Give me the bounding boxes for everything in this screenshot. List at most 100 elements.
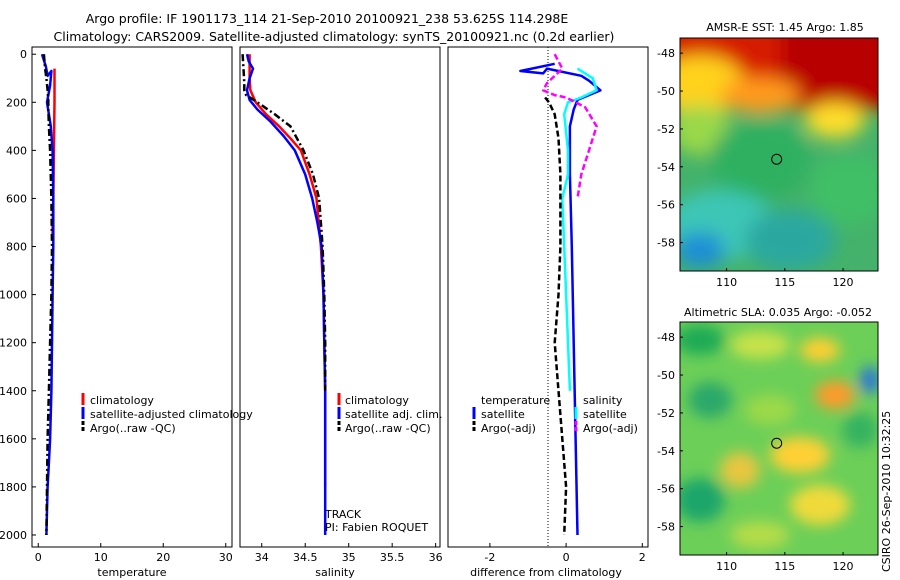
difference-series (519, 53, 602, 536)
salinity-xtick-label: 35 (342, 551, 356, 564)
difference-series-line (519, 62, 602, 536)
temperature-ytick-label: 1600 (0, 433, 27, 446)
sst-ytick-label: -48 (657, 47, 675, 60)
difference-panel: -2 0 2 difference from climatology tempera… (447, 46, 649, 579)
salinity-xtick-label: 34 (255, 551, 269, 564)
sst-xtick-labels: 110 115 120 (716, 268, 854, 289)
sst-heatmap (680, 38, 878, 271)
salinity-series-line (248, 54, 327, 487)
salinity-xtick-labels: 34 34.5 35 35.5 36 (255, 543, 443, 564)
difference-xlabel: difference from climatology (470, 566, 622, 579)
legend-label-climatology: climatology (90, 394, 154, 407)
temperature-xtick-labels: 0 10 20 30 (35, 543, 233, 564)
temperature-panel: 0 200 400 600 800 1000 1200 1400 1600 1800 2000 0 1… (0, 46, 253, 579)
sst-ytick-label: -50 (657, 85, 675, 98)
sst-ytick-label: -54 (657, 161, 675, 174)
sst-ytick-label: -58 (657, 237, 675, 250)
sla-xtick-labels: 110 115 120 (716, 552, 854, 573)
difference-series-line (541, 53, 598, 199)
difference-series-line (561, 67, 598, 391)
sst-ytick-labels: -48 -50 -52 -54 -56 -58 (657, 47, 683, 250)
temperature-ytick-label: 1800 (0, 481, 27, 494)
sla-xtick-label: 120 (833, 560, 854, 573)
sst-xtick-label: 115 (774, 276, 795, 289)
legend-label-satellite: satellite adj. clim. (345, 408, 442, 421)
sla-ytick-label: -54 (657, 445, 675, 458)
sla-map-title: Altimetric SLA: 0.035 Argo: -0.052 (684, 306, 872, 319)
legend-label-argo: Argo(..raw -QC) (90, 422, 176, 435)
temperature-xtick-label: 30 (219, 551, 233, 564)
temperature-series-line (42, 54, 54, 536)
track-annotation: TRACK (324, 508, 362, 521)
sla-ytick-label: -48 (657, 331, 675, 344)
temperature-xlabel: temperature (97, 566, 166, 579)
sla-argo-marker (771, 437, 783, 449)
temperature-ytick-label: 1400 (0, 385, 27, 398)
sla-ytick-label: -52 (657, 407, 675, 420)
temperature-xtick-label: 0 (35, 551, 42, 564)
temperature-legend: climatology satellite-adjusted climatolo… (81, 393, 253, 435)
salinity-series-line (245, 53, 327, 535)
legend-label-sal-satellite: satellite (583, 408, 627, 421)
temperature-xtick-label: 10 (94, 551, 108, 564)
temperature-ytick-label: 0 (20, 48, 27, 61)
salinity-legend: climatology satellite adj. clim. Argo(..… (337, 393, 442, 435)
sla-ytick-label: -50 (657, 369, 675, 382)
sst-axes-box (679, 37, 879, 272)
sla-map-panel: Altimetric SLA: 0.035 Argo: -0.052 - (657, 306, 879, 573)
temperature-series (40, 53, 56, 536)
temperature-ytick-label: 1200 (0, 337, 27, 350)
legend-label-sal-argo: Argo(-adj) (583, 422, 638, 435)
sst-xtick-label: 110 (716, 276, 737, 289)
temperature-series-line (40, 53, 55, 536)
difference-xtick-label: -2 (484, 551, 495, 564)
sla-heatmap (680, 322, 878, 555)
temperature-ytick-label: 1000 (0, 289, 27, 302)
salinity-xtick-label: 36 (429, 551, 443, 564)
sst-map-title: AMSR-E SST: 1.45 Argo: 1.85 (706, 21, 864, 34)
salinity-panel: 34 34.5 35 35.5 36 salinity climatology sate… (239, 46, 443, 579)
legend-label-temp-argo: Argo(-adj) (481, 422, 536, 435)
temperature-xtick-label: 20 (156, 551, 170, 564)
sst-ytick-label: -52 (657, 123, 675, 136)
difference-series-line (544, 96, 568, 536)
temperature-ytick-label: 600 (6, 192, 27, 205)
pi-annotation: PI: Fabien ROQUET (325, 521, 428, 534)
temperature-axes-box (31, 46, 233, 548)
sla-xtick-label: 115 (774, 560, 795, 573)
sst-xtick-label: 120 (833, 276, 854, 289)
header-line-2: Climatology: CARS2009. Satellite-adjuste… (54, 29, 615, 44)
salinity-xlabel: salinity (315, 566, 355, 579)
salinity-series-line (241, 54, 327, 391)
legend-label-argo: Argo(..raw -QC) (345, 422, 431, 435)
sst-map-panel: AMSR-E SST: 1.45 Argo: 1.85 -48 -50 -52 -54… (657, 21, 879, 289)
sst-argo-marker (771, 153, 783, 165)
temperature-ytick-labels: 0 200 400 600 800 1000 1200 1400 1600 1800 2000 (0, 48, 36, 542)
salinity-axes-box (239, 46, 441, 548)
salinity-xtick-label: 35.5 (380, 551, 405, 564)
temperature-ytick-label: 800 (6, 241, 27, 254)
salinity-xtick-label: 34.5 (293, 551, 318, 564)
temperature-ytick-label: 200 (6, 96, 27, 109)
sla-ytick-labels: -48 -50 -52 -54 -56 -58 (657, 331, 683, 534)
sla-axes-box (679, 321, 879, 556)
temperature-ytick-label: 2000 (0, 529, 27, 542)
salinity-series (241, 53, 327, 535)
sla-ytick-label: -56 (657, 483, 675, 496)
difference-xtick-labels: -2 0 2 (484, 543, 646, 564)
sla-ytick-label: -58 (657, 521, 675, 534)
difference-xtick-label: 0 (563, 551, 570, 564)
legend-label-satellite: satellite-adjusted climatology (90, 408, 253, 421)
sst-ytick-label: -56 (657, 199, 675, 212)
legend-title-salinity: salinity (583, 394, 623, 407)
legend-label-temp-satellite: satellite (481, 408, 525, 421)
difference-xtick-label: 2 (639, 551, 646, 564)
difference-legend: temperature satellite Argo(-adj) salinit… (472, 394, 638, 435)
timestamp-stamp: CSIRO 26-Sep-2010 10:32:25 (880, 411, 893, 572)
legend-label-climatology: climatology (345, 394, 409, 407)
temperature-ytick-label: 400 (6, 144, 27, 157)
sla-xtick-label: 110 (716, 560, 737, 573)
legend-title-temperature: temperature (481, 394, 550, 407)
header-line-1: Argo profile: IF 1901173_114 21-Sep-2010… (86, 11, 569, 26)
